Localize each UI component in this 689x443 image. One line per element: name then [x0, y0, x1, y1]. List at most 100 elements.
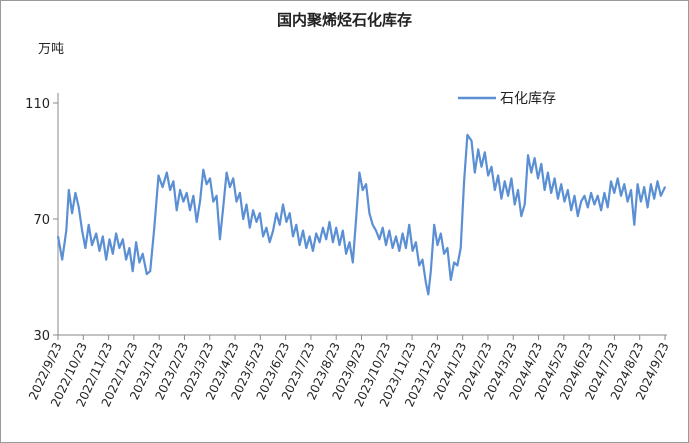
data-point: [128, 247, 131, 249]
data-point: [391, 247, 394, 249]
data-point: [371, 224, 374, 226]
data-point: [325, 238, 328, 241]
legend-label: 石化库存: [500, 91, 556, 107]
data-point: [563, 200, 566, 203]
data-point: [378, 238, 381, 241]
data-point: [292, 235, 294, 238]
data-point: [68, 189, 70, 191]
data-point: [239, 192, 241, 194]
data-point: [425, 282, 427, 284]
data-point: [480, 166, 483, 168]
data-point: [507, 195, 509, 197]
data-point: [318, 241, 321, 243]
data-point: [557, 197, 559, 200]
data-point: [523, 203, 526, 206]
data-point: [650, 183, 652, 185]
data-point: [446, 247, 449, 249]
data-point: [153, 226, 156, 229]
data-point: [342, 229, 344, 232]
data-point: [527, 154, 529, 156]
data-point: [453, 261, 455, 264]
data-point: [613, 192, 616, 194]
data-point: [215, 195, 218, 197]
data-point: [209, 177, 211, 180]
data-point: [298, 244, 301, 246]
data-point: [115, 232, 117, 235]
data-point: [122, 238, 124, 241]
data-point: [91, 244, 93, 246]
data-point: [222, 206, 224, 209]
data-point: [332, 241, 334, 243]
data-point: [513, 203, 516, 206]
data-point: [112, 253, 114, 255]
data-point: [141, 253, 144, 255]
data-point: [540, 163, 543, 165]
data-point: [533, 157, 536, 159]
data-point: [185, 192, 188, 194]
data-point: [71, 212, 73, 214]
data-point: [169, 189, 171, 191]
data-point: [543, 189, 546, 191]
data-point: [560, 183, 562, 185]
data-point: [421, 258, 424, 261]
data-point: [265, 226, 268, 229]
data-point: [361, 189, 364, 191]
data-point: [626, 200, 629, 203]
data-point: [212, 200, 215, 203]
y-tick-label: 30: [33, 329, 50, 344]
data-point: [643, 186, 645, 188]
chart-title: 国内聚烯烃石化库存: [276, 11, 412, 29]
data-point: [262, 235, 264, 238]
data-point: [433, 224, 436, 226]
data-point: [272, 229, 274, 232]
data-point: [175, 209, 178, 212]
data-point: [57, 235, 59, 238]
data-point: [242, 218, 244, 220]
data-point: [192, 195, 195, 197]
data-point: [653, 197, 655, 200]
legend: 石化库存: [458, 91, 556, 107]
data-point: [249, 226, 251, 229]
data-point: [405, 247, 407, 249]
data-point: [149, 270, 151, 273]
data-point: [305, 247, 308, 249]
data-point: [570, 209, 572, 212]
data-point: [466, 134, 469, 136]
data-point: [633, 224, 636, 226]
data-point: [593, 203, 596, 206]
data-point: [87, 224, 90, 226]
data-point: [355, 218, 357, 220]
data-point: [275, 212, 278, 214]
data-point: [381, 226, 384, 229]
series-group: [56, 133, 666, 296]
data-point: [503, 180, 506, 183]
data-point: [537, 177, 539, 180]
data-point: [443, 253, 445, 255]
data-point: [108, 238, 111, 241]
data-point: [146, 273, 148, 275]
data-point: [470, 139, 473, 142]
data-point: [388, 229, 391, 232]
data-point: [199, 200, 201, 203]
data-point: [302, 229, 304, 232]
data-point: [98, 250, 101, 252]
data-point: [660, 195, 662, 197]
data-point: [352, 261, 354, 264]
data-point: [587, 206, 589, 209]
data-point: [61, 258, 63, 261]
data-point: [418, 264, 421, 267]
data-point: [456, 264, 459, 267]
data-point: [603, 192, 606, 194]
data-point: [474, 171, 476, 174]
data-point: [157, 174, 160, 177]
data-point: [583, 195, 586, 197]
data-point: [84, 247, 87, 249]
data-point: [530, 171, 533, 174]
data-point: [664, 186, 666, 188]
data-point: [125, 258, 127, 261]
data-point: [500, 197, 503, 200]
data-point: [573, 195, 576, 197]
data-point: [95, 232, 97, 235]
data-point: [436, 244, 439, 246]
